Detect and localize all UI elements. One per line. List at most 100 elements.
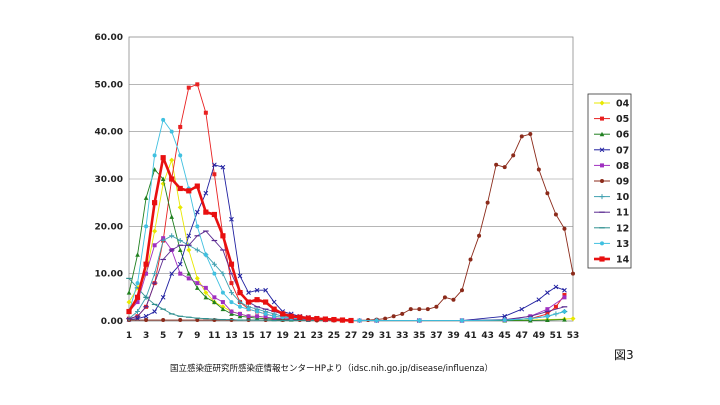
data-point <box>400 311 405 316</box>
legend-entry-04: 04 <box>594 99 630 110</box>
data-point <box>263 315 268 320</box>
x-tick-label: 9 <box>194 331 200 341</box>
data-point <box>160 238 166 244</box>
data-point <box>417 307 422 312</box>
data-point <box>545 317 550 323</box>
data-point <box>152 153 157 158</box>
data-point <box>212 271 217 276</box>
data-point <box>238 311 242 316</box>
data-point <box>169 176 175 182</box>
data-point <box>160 294 166 300</box>
legend-entry-07: 07 <box>594 145 629 156</box>
x-tick-label: 3 <box>143 331 149 341</box>
data-point <box>177 238 183 244</box>
data-point <box>246 290 251 295</box>
data-point <box>143 313 149 319</box>
data-point <box>600 179 604 183</box>
x-tick-label: 51 <box>550 331 563 341</box>
data-point <box>177 261 183 267</box>
legend-entry-11: 11 <box>594 208 629 219</box>
data-point <box>280 311 286 317</box>
data-point <box>144 224 149 229</box>
data-point <box>152 271 158 277</box>
data-point <box>511 153 516 158</box>
data-point <box>194 209 200 215</box>
x-tick-label: 5 <box>160 331 166 341</box>
data-point <box>502 165 507 170</box>
data-point <box>460 288 464 293</box>
data-point <box>177 204 183 210</box>
data-point <box>229 216 234 222</box>
data-point <box>134 294 141 300</box>
data-point <box>169 214 174 219</box>
data-point <box>160 176 166 181</box>
data-point <box>383 316 388 321</box>
data-point <box>562 292 567 297</box>
data-point <box>254 297 260 303</box>
grid-lines <box>129 84 573 274</box>
data-point <box>203 252 208 257</box>
x-tick-label: 25 <box>328 331 341 341</box>
data-point <box>272 314 277 319</box>
y-tick-label: 40.00 <box>95 128 123 138</box>
data-point <box>178 124 183 129</box>
x-tick-label: 27 <box>345 331 358 341</box>
data-point <box>169 157 175 163</box>
data-point <box>212 295 217 300</box>
data-point <box>519 306 525 312</box>
data-point <box>460 318 464 323</box>
data-point <box>237 273 243 279</box>
data-point <box>297 314 303 320</box>
figure-label: 図3 <box>614 348 634 362</box>
data-point <box>211 261 217 267</box>
x-tick-label: 35 <box>413 331 426 341</box>
data-point <box>271 306 277 312</box>
data-point <box>144 318 149 323</box>
data-point <box>357 318 362 323</box>
data-point <box>169 271 175 277</box>
x-tick-label: 23 <box>311 331 324 341</box>
data-point <box>161 318 166 323</box>
data-point <box>374 318 379 323</box>
data-point <box>255 314 260 319</box>
data-point <box>135 300 140 305</box>
data-point <box>186 271 192 276</box>
data-point <box>553 212 558 217</box>
data-point <box>211 211 217 218</box>
data-point <box>545 290 550 295</box>
legend-label: 07 <box>616 145 629 156</box>
data-point <box>186 188 192 194</box>
data-point <box>195 281 200 286</box>
x-tick-label: 17 <box>259 331 272 341</box>
legend-entry-08: 08 <box>594 161 630 172</box>
data-point <box>195 82 200 87</box>
series-13 <box>127 117 567 323</box>
source-note: 国立感染症研究所感染症情報センターHPより（idsc.nih.go.jp/dis… <box>170 364 493 374</box>
data-point <box>238 304 242 309</box>
series-lines <box>126 82 576 324</box>
data-point <box>229 311 234 316</box>
data-point <box>143 261 149 267</box>
data-point <box>144 271 149 276</box>
data-point <box>203 190 209 196</box>
data-point <box>263 311 268 316</box>
data-point <box>203 285 208 290</box>
data-point <box>237 290 243 296</box>
legend-label: 11 <box>616 208 629 219</box>
data-point <box>169 233 175 239</box>
data-point <box>599 131 605 137</box>
data-point <box>536 167 541 172</box>
data-point <box>220 271 226 277</box>
data-point <box>305 315 311 321</box>
data-point <box>152 167 157 172</box>
data-point <box>571 271 575 276</box>
y-tick-label: 50.00 <box>95 80 123 90</box>
data-point <box>152 309 157 314</box>
legend-label: 04 <box>616 99 630 110</box>
data-point <box>143 195 149 200</box>
data-point <box>186 233 192 239</box>
data-point <box>468 257 473 262</box>
data-point <box>536 297 542 303</box>
